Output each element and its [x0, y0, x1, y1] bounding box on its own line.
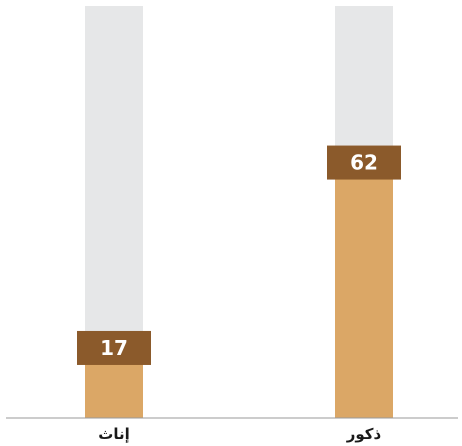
- bar: [335, 162, 393, 418]
- category-label: إناث: [98, 425, 129, 443]
- data-label-box: [327, 145, 401, 180]
- category-label: ذكور: [346, 425, 382, 443]
- data-label-box: [77, 330, 151, 365]
- data-label: 17: [100, 336, 128, 360]
- data-label: 62: [350, 151, 378, 175]
